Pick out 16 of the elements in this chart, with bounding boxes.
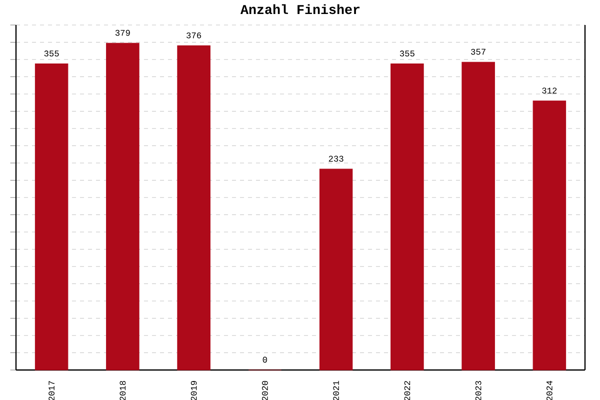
chart-title: Anzahl Finisher: [240, 4, 360, 14]
data-label: 357: [471, 48, 486, 55]
bar: [34, 64, 68, 370]
bar: [177, 45, 210, 370]
bar: [106, 42, 140, 370]
data-label: 355: [44, 50, 59, 56]
bar: [462, 62, 495, 370]
data-label: 312: [542, 88, 557, 94]
bar: [319, 168, 353, 370]
data-label: 379: [115, 30, 130, 36]
data-label: 355: [400, 50, 414, 56]
bar: [390, 64, 424, 370]
data-label: 0: [262, 356, 267, 363]
data-label: 376: [186, 32, 202, 38]
bar: [532, 100, 566, 370]
data-label: 233: [328, 156, 344, 162]
